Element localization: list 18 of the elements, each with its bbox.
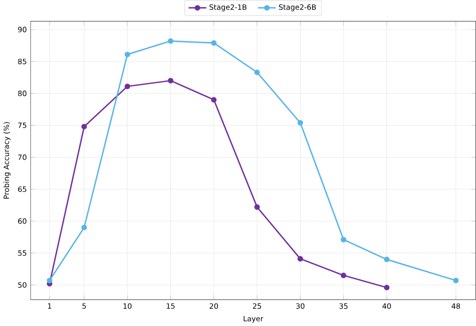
point [340, 272, 346, 278]
point [211, 96, 217, 102]
point [124, 84, 130, 90]
point [453, 278, 459, 284]
point [384, 256, 390, 262]
point [168, 78, 174, 84]
point [81, 124, 87, 130]
point [298, 120, 304, 126]
point [298, 256, 304, 262]
point [254, 69, 260, 75]
point [340, 236, 346, 242]
point [46, 278, 52, 284]
point [384, 284, 390, 290]
point [211, 40, 217, 46]
point [81, 224, 87, 230]
point [254, 204, 260, 210]
point [124, 52, 130, 58]
point [168, 38, 174, 44]
